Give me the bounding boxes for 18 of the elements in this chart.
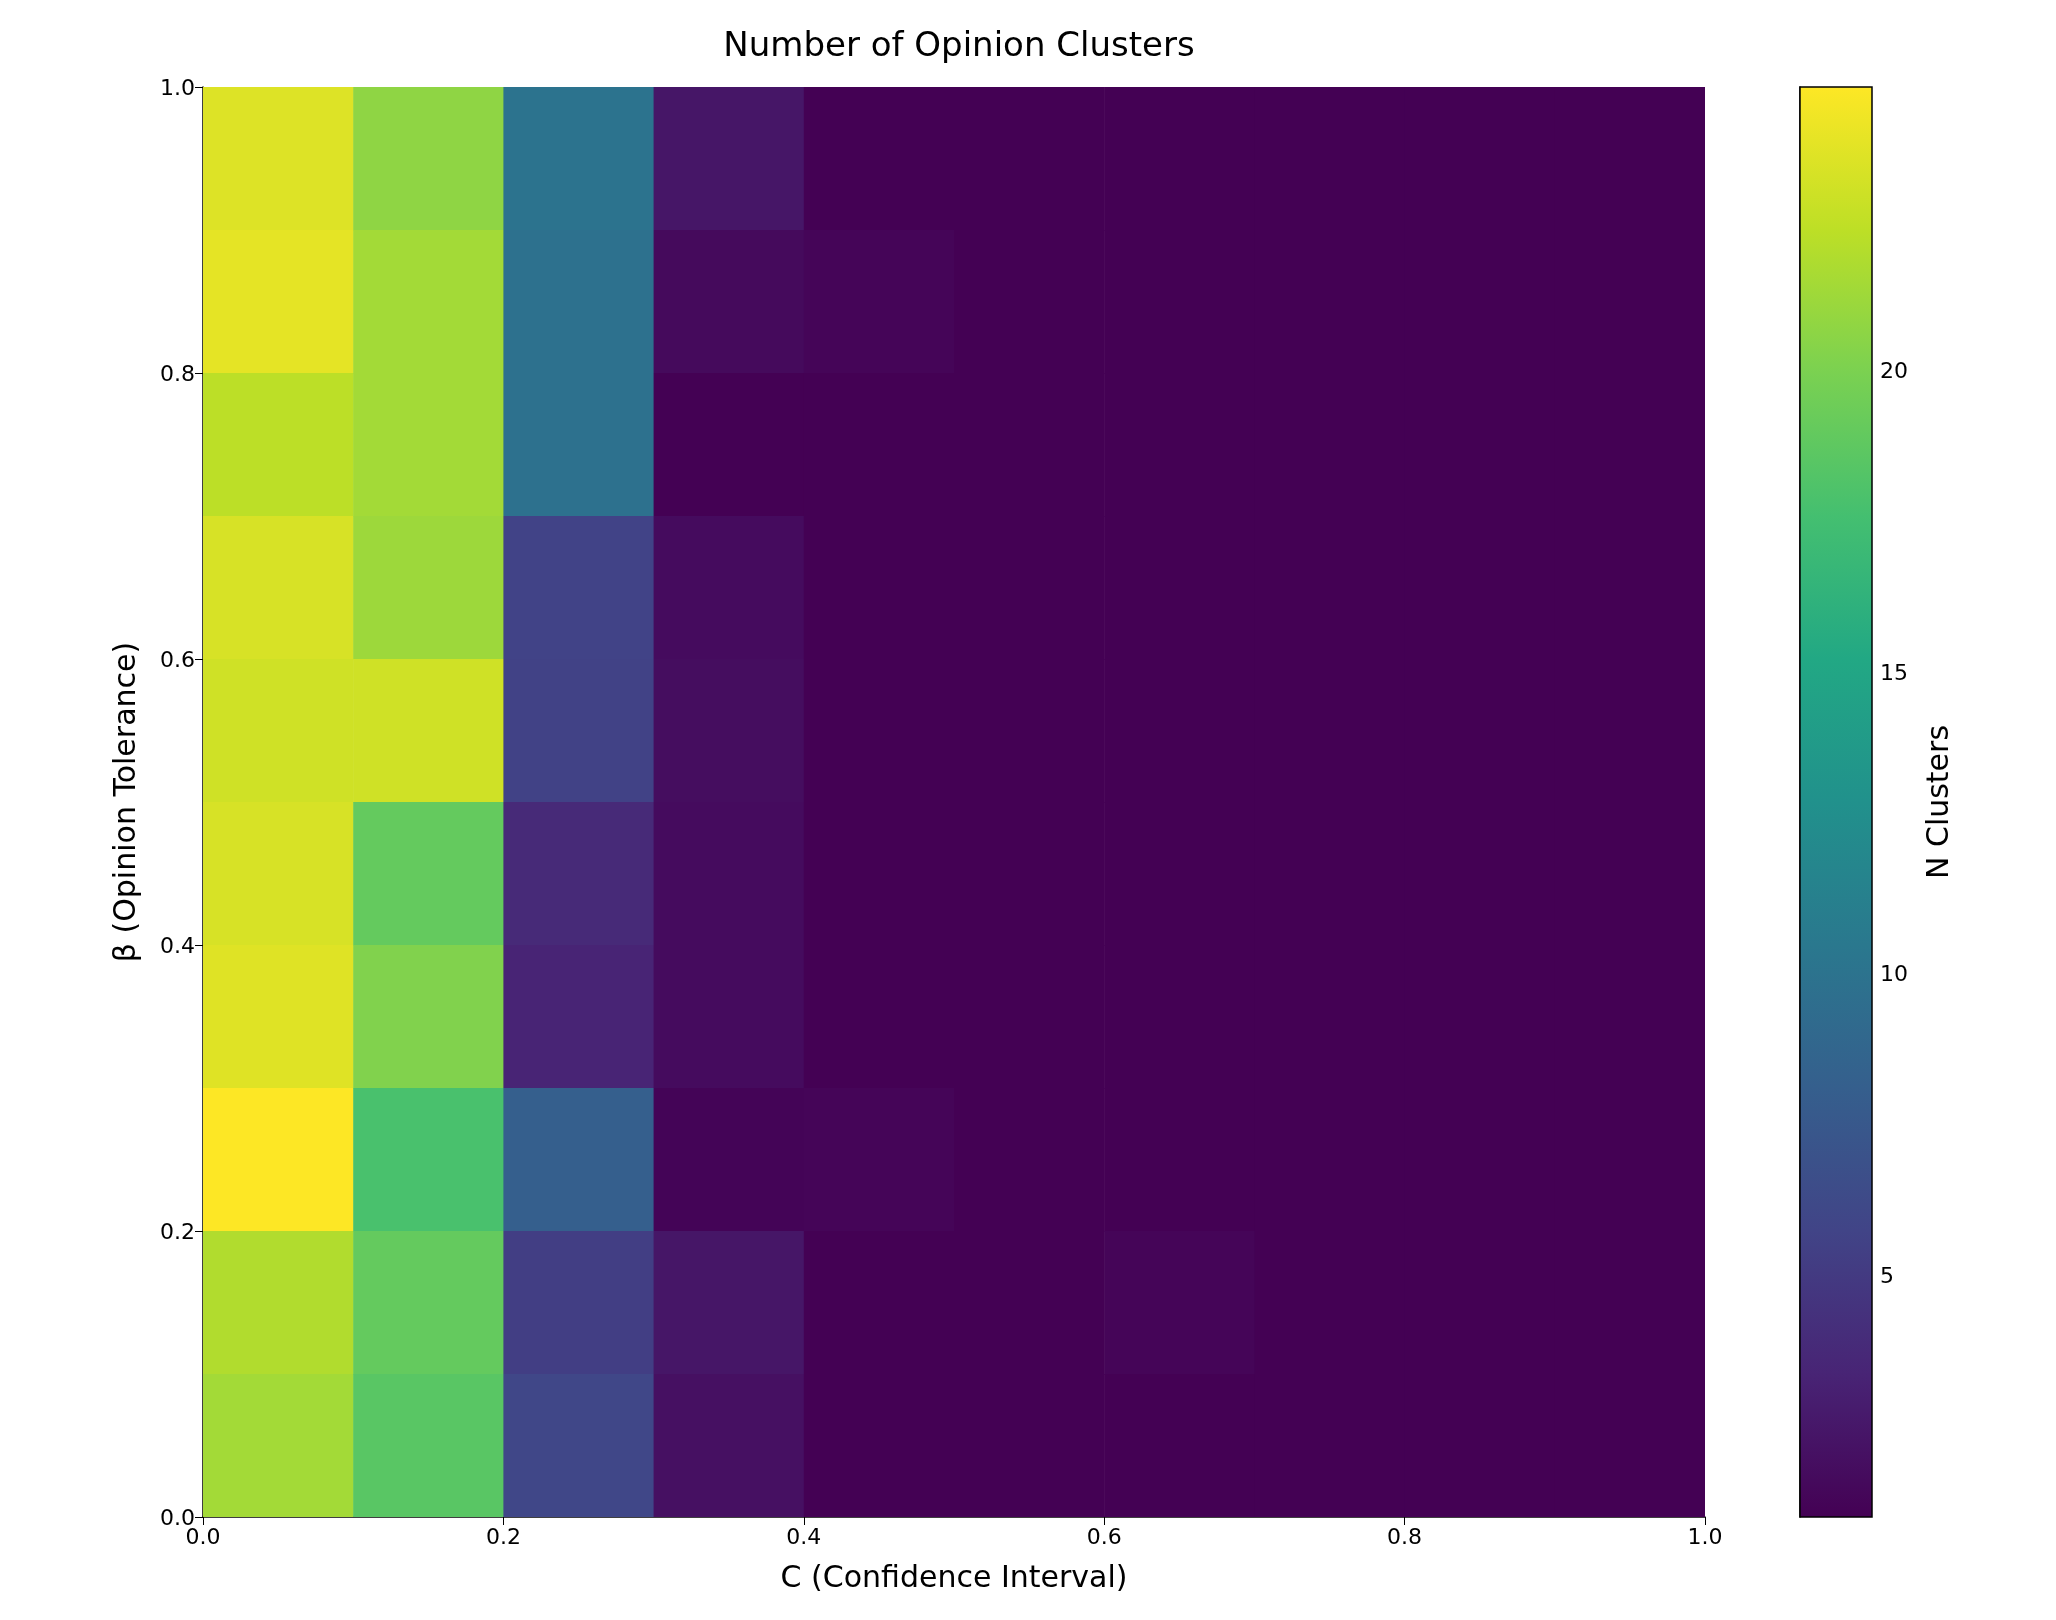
x-tick-label: 1.0 xyxy=(1687,1523,1723,1549)
color-bar-label: 20 xyxy=(1880,358,1908,384)
x-tick-label: 0.4 xyxy=(786,1523,822,1549)
chart-title: Number of Opinion Clusters xyxy=(723,24,1195,64)
color-bar-label: 15 xyxy=(1880,659,1908,685)
color-bar-label: 5 xyxy=(1880,1263,1894,1289)
color-bar-label: 10 xyxy=(1880,961,1908,987)
y-tick-label: 0.4 xyxy=(160,932,195,958)
y-tick-label: 0.6 xyxy=(160,646,195,672)
y-tick-label: 1.0 xyxy=(160,74,195,100)
x-tick-label: 0.2 xyxy=(485,1523,521,1549)
x-tick-label: 0.8 xyxy=(1387,1523,1423,1549)
x-tick-label: 0.6 xyxy=(1086,1523,1122,1549)
x-axis-title: C (Confidence Interval) xyxy=(780,1558,1128,1594)
color-bar-title: N Clusters xyxy=(1919,724,1955,880)
y-axis-title: β (Opinion Tolerance) xyxy=(106,641,142,963)
y-tick-label: 0.8 xyxy=(160,360,195,386)
y-tick-label: 0.2 xyxy=(160,1218,195,1244)
